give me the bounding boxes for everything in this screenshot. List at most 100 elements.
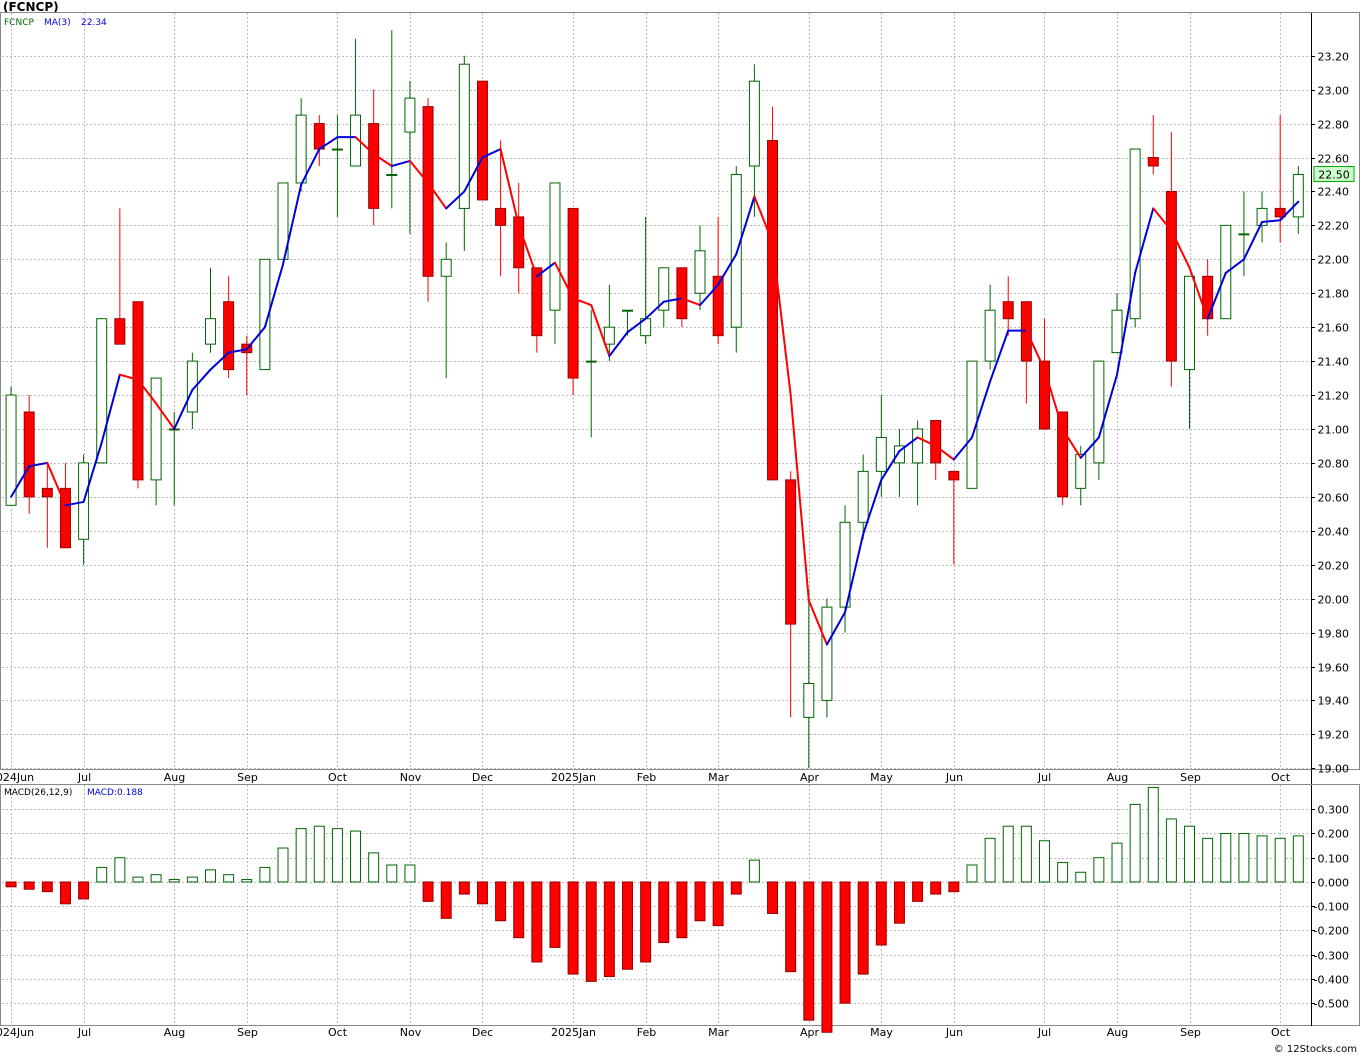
ma3-segment — [590, 304, 611, 358]
y-tick-label: 21.80 — [1318, 288, 1350, 301]
ma3-segment — [807, 599, 828, 646]
candle-body — [875, 436, 887, 472]
x-tick-label: 2024Jun — [0, 1026, 34, 1039]
ma3-segment — [1261, 219, 1282, 223]
macd-bar — [984, 837, 996, 883]
macd-bar — [458, 881, 470, 895]
candle-body — [41, 487, 53, 498]
candle-body — [1129, 148, 1141, 320]
candle — [694, 225, 706, 311]
candle — [1147, 115, 1159, 175]
ma3-segment — [880, 450, 901, 481]
ma3-segment — [263, 263, 285, 329]
x-tick-label: Oct — [1271, 1026, 1291, 1039]
candle-body — [1002, 301, 1014, 320]
ma3-segment — [46, 461, 67, 507]
candle — [331, 115, 343, 217]
macd-bar — [440, 881, 452, 919]
candle — [1129, 148, 1141, 328]
price-frame — [0, 12, 1360, 770]
macd-bar — [930, 881, 942, 895]
x-tick-label: Sep — [237, 1026, 258, 1039]
ma3-segment — [354, 136, 375, 156]
candle-body — [803, 682, 815, 718]
candle-body — [1165, 190, 1177, 362]
candle-body — [386, 173, 398, 176]
candle-body — [748, 80, 760, 167]
x-tick-label: 2025Jan — [551, 771, 596, 784]
macd-bar — [223, 874, 235, 883]
candle-body — [622, 309, 633, 312]
macd-bar — [23, 881, 35, 890]
macd-bar — [404, 864, 416, 883]
y-tick-label: 23.00 — [1318, 85, 1350, 98]
macd-bar — [803, 881, 815, 1021]
candle-body — [1093, 360, 1105, 464]
x-tick-label: Aug — [164, 1026, 185, 1039]
candle-body — [458, 63, 470, 209]
last-price-tag: 22.50 — [1313, 165, 1355, 182]
candle — [350, 38, 362, 167]
candle-body — [730, 173, 742, 328]
y-tick-label: -0.400 — [1314, 974, 1349, 987]
ma3-segment — [499, 148, 520, 227]
candle — [404, 81, 416, 234]
candle — [150, 377, 162, 506]
candle — [531, 267, 543, 353]
macd-bar — [168, 879, 180, 883]
candle — [1165, 132, 1177, 387]
ma3-segment — [245, 326, 266, 351]
macd-bar — [1002, 825, 1014, 883]
candle-body — [603, 326, 615, 345]
macd-bar — [1057, 862, 1069, 883]
macd-bar — [241, 879, 253, 883]
candle — [712, 216, 724, 345]
x-tick-label: Nov — [400, 1026, 422, 1039]
candle-body — [912, 428, 924, 464]
x-tick-label: Jun — [945, 771, 963, 784]
ma3-segment — [789, 394, 810, 602]
macd-bar — [59, 881, 71, 905]
candle-body — [1057, 411, 1069, 498]
ma3-segment — [300, 148, 321, 186]
ma3-segment — [916, 436, 937, 447]
candle — [422, 98, 434, 302]
ma3-segment — [753, 195, 774, 244]
candle — [1292, 166, 1304, 234]
ma3-segment — [825, 611, 847, 646]
macd-bar — [821, 881, 833, 1033]
y-tick-label: 0.100 — [1318, 853, 1350, 866]
macd-bar — [350, 830, 362, 883]
candle-body — [96, 318, 108, 464]
candle — [41, 462, 53, 548]
macd-bar — [640, 881, 652, 963]
candle-body — [495, 207, 507, 226]
y-tick-label: -0.500 — [1314, 998, 1349, 1011]
candle-body — [1274, 207, 1286, 218]
macd-bar — [1147, 786, 1159, 883]
candle — [495, 140, 507, 277]
y-tick-label: 21.00 — [1318, 424, 1350, 437]
x-tick-label: Nov — [400, 771, 422, 784]
x-tick-label: 2024Jun — [0, 771, 34, 784]
y-tick-label: 21.60 — [1318, 322, 1350, 335]
candle-body — [404, 97, 416, 133]
y-tick-label: 21.40 — [1318, 356, 1350, 369]
ma3-segment — [10, 465, 31, 498]
y-tick-label: 23.20 — [1318, 51, 1350, 64]
candle — [893, 428, 905, 497]
y-tick-label: 19.60 — [1318, 662, 1350, 675]
x-tick-label: May — [870, 771, 893, 784]
candle — [1039, 318, 1050, 430]
macd-bar — [857, 881, 869, 975]
ma3-segment — [191, 368, 212, 391]
candle — [1256, 191, 1268, 243]
candle — [767, 106, 779, 481]
macd-bar — [730, 881, 742, 895]
macd-bar — [1093, 857, 1105, 883]
macd-bar — [1020, 825, 1032, 883]
candle-body — [567, 207, 579, 379]
candle — [1093, 360, 1105, 480]
ma3-segment — [1043, 368, 1064, 430]
candle — [259, 258, 271, 371]
